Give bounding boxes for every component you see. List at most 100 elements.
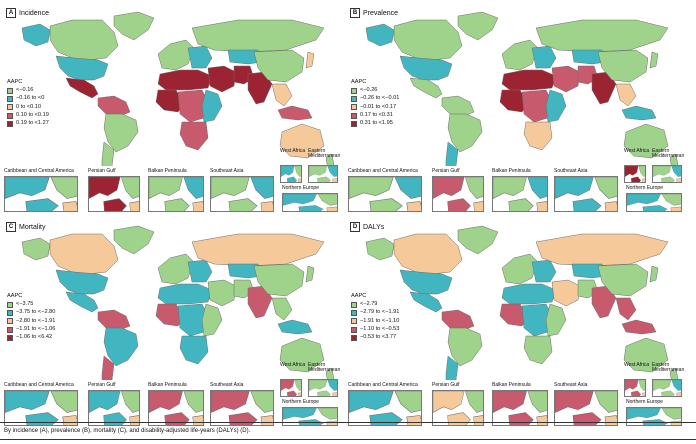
inset-region <box>406 201 421 211</box>
region-ru <box>535 19 669 53</box>
legend-label: −0.01 to <0.17 <box>360 103 397 110</box>
inset-map-gulf <box>432 390 484 426</box>
region-af_e <box>545 89 567 123</box>
legend-swatch <box>7 335 13 342</box>
inset-map-balkan <box>492 176 548 212</box>
legend-item: −2.80 to <−1.91 <box>7 317 56 325</box>
inset-region <box>129 201 139 211</box>
region-af_n <box>501 69 557 91</box>
region-eu_e <box>187 259 213 283</box>
inset-region <box>283 194 317 206</box>
inset-region <box>671 380 681 391</box>
inset-region <box>121 177 139 199</box>
inset-region <box>638 166 645 177</box>
region-af_s <box>179 335 209 365</box>
inset-region <box>627 194 661 206</box>
inset-region <box>594 391 617 413</box>
inset-region <box>281 166 295 177</box>
inset-region <box>62 415 77 425</box>
legend-label: −2.79 to <−1.91 <box>360 309 400 316</box>
legend-item: −1.06 to <6.42 <box>7 334 55 342</box>
inset-map-gulf <box>432 176 484 212</box>
figure-caption: By incidence (A), prevalence (B), mortal… <box>4 428 251 434</box>
region-eu_w <box>157 39 195 71</box>
inset-label-carib: Caribbean and Central America <box>4 382 74 388</box>
inset-region <box>287 390 297 396</box>
inset-map-neu <box>282 193 338 212</box>
region-au <box>623 123 669 159</box>
legend-label: −0.16 to <0 <box>16 95 45 102</box>
inset-region <box>555 391 594 413</box>
legend-label: 0 to <0.10 <box>16 103 42 110</box>
inset-region <box>604 415 617 425</box>
inset-label-neu: Northern Europe <box>626 185 663 191</box>
inset-region <box>332 178 337 182</box>
inset-map-gulf <box>88 390 140 426</box>
legend-item: 0.31 to <1.95 <box>351 121 399 128</box>
region-id <box>621 105 657 121</box>
legend-title: AAPC <box>7 79 23 85</box>
region-mx <box>409 77 443 99</box>
inset-region <box>250 177 273 199</box>
region-nz <box>325 367 335 380</box>
region-af_e <box>545 303 567 337</box>
inset-region <box>638 380 645 391</box>
inset-map-neu <box>626 407 682 426</box>
legend-label: −2.80 to <−1.91 <box>16 317 56 324</box>
region-cn <box>597 49 649 83</box>
inset-region <box>653 166 672 177</box>
legend-label: <−2.79 <box>360 300 378 307</box>
inset-label-eastmed: Eastern Mediterranean <box>308 362 341 373</box>
inset-region <box>50 391 77 413</box>
inset-region <box>676 392 681 396</box>
inset-region <box>631 176 641 182</box>
inset-region <box>642 205 668 211</box>
region-ak <box>365 23 395 47</box>
legend-label: −0.53 to <3.77 <box>360 334 397 341</box>
panel-title: Incidence <box>19 9 49 17</box>
region-af_e <box>201 303 223 337</box>
inset-region <box>642 178 645 182</box>
inset-map-gulf <box>88 176 140 212</box>
inset-region <box>670 206 681 211</box>
inset-region <box>349 391 394 413</box>
region-ca_st <box>571 263 607 279</box>
region-ca <box>393 233 463 275</box>
inset-region <box>283 408 317 420</box>
inset-region <box>465 177 483 199</box>
legend: AAPC <−2.79 −2.79 to <−1.91 −1.91 to <−1.10… <box>351 293 400 344</box>
inset-region <box>671 166 681 177</box>
region-mena <box>551 65 581 93</box>
region-gl <box>457 11 499 41</box>
region-ru <box>191 233 325 267</box>
inset-region <box>625 166 639 177</box>
legend-label: <−0.16 <box>16 86 34 93</box>
region-nz <box>325 153 335 166</box>
inset-label-neu: Northern Europe <box>626 399 663 405</box>
legend-label: <−0.26 <box>360 86 378 93</box>
inset-region <box>309 380 328 391</box>
inset-region <box>298 205 324 211</box>
inset-map-balkan <box>148 390 204 426</box>
legend: AAPC <−0.26 −0.26 to <−0.01 −0.01 to <0.17 0… <box>351 79 399 130</box>
region-mx <box>409 291 443 313</box>
inset-region <box>394 177 421 199</box>
region-na <box>399 269 453 295</box>
inset-region <box>309 166 328 177</box>
region-jp <box>305 51 315 69</box>
inset-map-seasia <box>554 176 618 212</box>
inset-region <box>89 177 121 199</box>
region-sa_n <box>441 95 475 117</box>
legend-swatch <box>7 121 13 128</box>
panel-header: A Incidence <box>6 8 49 18</box>
legend-label: −1.06 to <6.42 <box>16 334 53 341</box>
inset-region <box>527 177 547 199</box>
inset-region <box>294 380 301 391</box>
panel-header: D DALYs <box>350 222 384 232</box>
region-se <box>615 297 637 321</box>
region-mena <box>551 279 581 307</box>
inset-label-carib: Caribbean and Central America <box>4 168 74 174</box>
inset-region <box>260 415 273 425</box>
inset-region <box>332 392 337 396</box>
inset-region <box>394 391 421 413</box>
